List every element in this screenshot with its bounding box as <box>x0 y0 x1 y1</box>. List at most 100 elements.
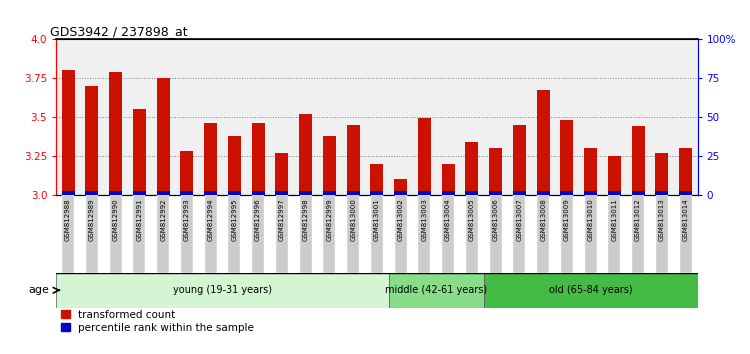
Text: young (19-31 years): young (19-31 years) <box>173 285 272 295</box>
Text: GSM812997: GSM812997 <box>279 199 285 241</box>
FancyBboxPatch shape <box>371 195 382 273</box>
Bar <box>86 86 98 195</box>
Text: GSM813000: GSM813000 <box>350 199 356 241</box>
Bar <box>204 191 218 195</box>
Text: GDS3942 / 237898_at: GDS3942 / 237898_at <box>50 25 188 38</box>
Bar <box>346 191 360 195</box>
Text: GSM812994: GSM812994 <box>208 199 214 241</box>
Bar <box>322 136 336 195</box>
Bar <box>442 164 454 195</box>
Bar <box>228 136 241 195</box>
Text: old (65-84 years): old (65-84 years) <box>549 285 632 295</box>
Bar <box>62 70 75 195</box>
Bar <box>370 164 383 195</box>
Bar <box>394 191 407 195</box>
Text: GSM813005: GSM813005 <box>469 199 475 241</box>
Bar <box>679 148 692 195</box>
Text: GSM813014: GSM813014 <box>682 199 688 241</box>
Text: GSM812996: GSM812996 <box>255 199 261 241</box>
FancyBboxPatch shape <box>537 195 549 273</box>
Bar <box>584 191 597 195</box>
Bar <box>251 191 265 195</box>
FancyBboxPatch shape <box>229 195 240 273</box>
FancyBboxPatch shape <box>158 195 169 273</box>
FancyBboxPatch shape <box>62 195 74 273</box>
Text: GSM813001: GSM813001 <box>374 199 380 241</box>
Bar <box>275 153 289 195</box>
Bar <box>632 191 645 195</box>
Bar <box>299 191 312 195</box>
Text: GSM812993: GSM812993 <box>184 199 190 241</box>
Text: GSM813010: GSM813010 <box>588 199 594 241</box>
FancyBboxPatch shape <box>347 195 359 273</box>
Text: GSM813006: GSM813006 <box>493 199 499 241</box>
Text: GSM812992: GSM812992 <box>160 199 166 241</box>
Bar <box>62 191 75 195</box>
Bar <box>133 109 146 195</box>
Bar <box>275 191 289 195</box>
Bar <box>679 191 692 195</box>
Bar <box>418 118 431 195</box>
FancyBboxPatch shape <box>134 195 146 273</box>
Bar <box>560 191 574 195</box>
Bar <box>394 179 407 195</box>
Text: GSM813009: GSM813009 <box>564 199 570 241</box>
Text: middle (42-61 years): middle (42-61 years) <box>386 285 488 295</box>
FancyBboxPatch shape <box>181 195 193 273</box>
Bar <box>56 273 388 308</box>
Bar <box>418 191 431 195</box>
Text: GSM812990: GSM812990 <box>112 199 118 241</box>
Text: GSM812991: GSM812991 <box>136 199 142 241</box>
FancyBboxPatch shape <box>419 195 430 273</box>
Bar <box>133 191 146 195</box>
Bar <box>560 120 574 195</box>
Bar <box>204 123 218 195</box>
Legend: transformed count, percentile rank within the sample: transformed count, percentile rank withi… <box>62 310 254 333</box>
FancyBboxPatch shape <box>394 195 406 273</box>
Bar <box>513 125 526 195</box>
Bar <box>180 151 194 195</box>
FancyBboxPatch shape <box>608 195 620 273</box>
Bar <box>465 191 478 195</box>
Bar <box>513 191 526 195</box>
Bar <box>536 191 550 195</box>
FancyBboxPatch shape <box>656 195 668 273</box>
Bar <box>484 273 698 308</box>
Bar <box>157 191 170 195</box>
Bar <box>632 126 645 195</box>
Bar <box>299 114 312 195</box>
Bar <box>228 191 241 195</box>
Bar <box>608 156 621 195</box>
Text: age: age <box>28 285 50 295</box>
Bar <box>442 191 454 195</box>
FancyBboxPatch shape <box>323 195 335 273</box>
FancyBboxPatch shape <box>632 195 644 273</box>
FancyBboxPatch shape <box>110 195 122 273</box>
Text: GSM813008: GSM813008 <box>540 199 546 241</box>
Bar <box>109 72 122 195</box>
FancyBboxPatch shape <box>442 195 454 273</box>
FancyBboxPatch shape <box>490 195 502 273</box>
Text: GSM813002: GSM813002 <box>398 199 404 241</box>
FancyBboxPatch shape <box>680 195 692 273</box>
Bar <box>608 191 621 195</box>
Text: GSM813003: GSM813003 <box>422 199 428 241</box>
Text: GSM812999: GSM812999 <box>326 199 332 241</box>
Bar <box>465 142 478 195</box>
Text: GSM813007: GSM813007 <box>516 199 522 241</box>
Bar <box>584 148 597 195</box>
Text: GSM812989: GSM812989 <box>88 199 94 241</box>
Bar <box>489 191 502 195</box>
Text: GSM812988: GSM812988 <box>65 199 71 241</box>
Bar <box>180 191 194 195</box>
Text: GSM812995: GSM812995 <box>231 199 237 241</box>
Bar <box>109 191 122 195</box>
Bar <box>370 191 383 195</box>
Text: GSM813012: GSM813012 <box>635 199 641 241</box>
FancyBboxPatch shape <box>561 195 573 273</box>
FancyBboxPatch shape <box>466 195 478 273</box>
FancyBboxPatch shape <box>585 195 596 273</box>
FancyBboxPatch shape <box>514 195 525 273</box>
FancyBboxPatch shape <box>205 195 217 273</box>
Bar <box>536 90 550 195</box>
